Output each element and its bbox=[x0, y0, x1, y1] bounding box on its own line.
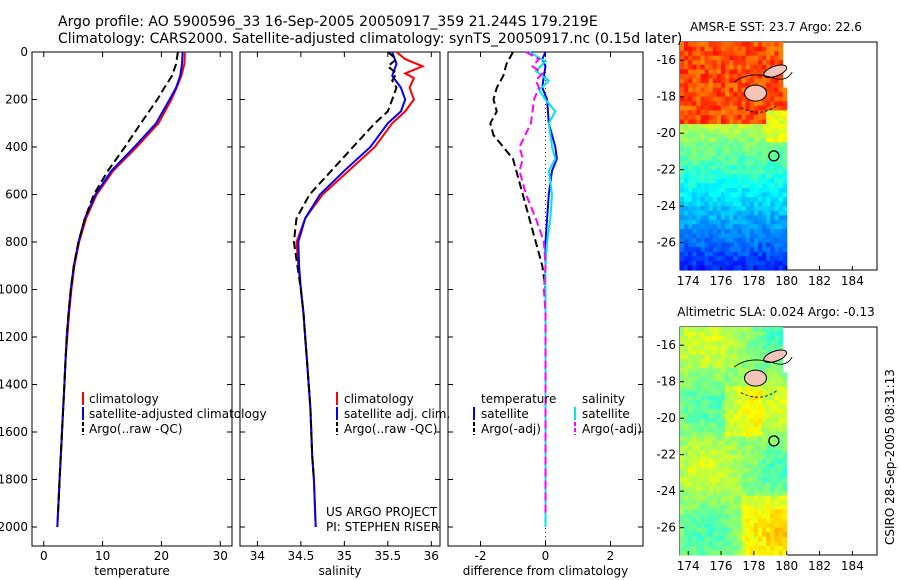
sla-map-title: Altimetric SLA: 0.024 Argo: -0.13 bbox=[677, 305, 874, 319]
argo-float-marker bbox=[768, 150, 780, 162]
series-line-argo-adj- bbox=[518, 51, 547, 516]
heatmap-cells bbox=[680, 42, 788, 271]
plot-frame bbox=[31, 51, 233, 547]
sst-map-panel: 174 176 178 180 182 184 -16 -18 -20 -22 -24 -26 bbox=[656, 41, 878, 288]
y-tick-label: -20 bbox=[656, 126, 676, 140]
temperature-legend: climatology satellite-adjusted climatolo… bbox=[82, 392, 267, 436]
x-tick-label: 36 bbox=[424, 549, 439, 563]
x-tick-label: 35 bbox=[337, 549, 352, 563]
x-tick-label: -2 bbox=[475, 549, 487, 563]
x-axis-label: salinity bbox=[318, 564, 361, 578]
y-tick-label: 2000 bbox=[0, 520, 28, 534]
x-tick-label: 34 bbox=[250, 549, 265, 563]
figure-title-line2: Climatology: CARS2000. Satellite-adjuste… bbox=[58, 31, 682, 47]
y-tick-label: 1800 bbox=[0, 473, 28, 487]
x-tick-label: 178 bbox=[742, 274, 765, 288]
x-tick-label: 174 bbox=[677, 559, 700, 573]
x-axis-label: difference from climatology bbox=[463, 564, 629, 578]
sla-map-panel: 174 176 178 180 182 184 -16 -18 -20 -22 -24 -26 bbox=[656, 326, 878, 573]
legend-label-temp-argo: Argo(-adj) bbox=[481, 422, 541, 436]
x-tick-label: 176 bbox=[710, 274, 733, 288]
y-tick-label: -22 bbox=[656, 163, 676, 177]
y-tick-label: -22 bbox=[656, 448, 676, 462]
y-tick-label: -16 bbox=[656, 338, 676, 352]
difference-legend: temperature satellite Argo(-adj) salinit… bbox=[473, 392, 642, 436]
x-tick-label: 34.5 bbox=[288, 549, 315, 563]
series-line-argo-raw-qc- bbox=[56, 51, 179, 516]
sst-map-title: AMSR-E SST: 23.7 Argo: 22.6 bbox=[690, 20, 862, 34]
heatmap-cells bbox=[680, 327, 788, 556]
project-label: US ARGO PROJECT bbox=[326, 505, 438, 519]
y-tick-label: -24 bbox=[656, 199, 676, 213]
y-tick-label: 1400 bbox=[0, 378, 28, 392]
y-tick-label: -26 bbox=[656, 236, 676, 250]
legend-label-argo: Argo(..raw -QC) bbox=[344, 422, 437, 436]
x-tick-label: 176 bbox=[710, 559, 733, 573]
legend-label-sal-argo: Argo(-adj) bbox=[582, 422, 642, 436]
x-tick-label: 180 bbox=[775, 274, 798, 288]
temperature-profile-panel: 0 10 20 30 0 200 400 600 800 1000 1200 1400 1600 1800… bbox=[0, 45, 233, 578]
legend-label-climatology: climatology bbox=[89, 392, 159, 406]
land-outline bbox=[733, 64, 793, 113]
x-tick-label: 178 bbox=[742, 559, 765, 573]
timestamp-side-label: CSIRO 28-Sep-2005 08:31:13 bbox=[883, 369, 897, 545]
legend-label-satellite-adjusted: satellite-adjusted climatology bbox=[89, 407, 267, 421]
y-tick-label: -24 bbox=[656, 484, 676, 498]
legend-label-satellite-adj: satellite adj. clim. bbox=[344, 407, 450, 421]
y-tick-label: 1000 bbox=[0, 283, 28, 297]
x-tick-label: 35.5 bbox=[374, 549, 401, 563]
legend-label-argo: Argo(..raw -QC) bbox=[89, 422, 182, 436]
x-tick-label: 184 bbox=[841, 274, 864, 288]
x-tick-label: 180 bbox=[775, 559, 798, 573]
x-axis-label: temperature bbox=[94, 564, 169, 578]
y-tick-label: 800 bbox=[5, 235, 28, 249]
land-outline bbox=[733, 349, 793, 398]
y-tick-label: -18 bbox=[656, 90, 676, 104]
salinity-legend: climatology satellite adj. clim. Argo(..… bbox=[336, 392, 450, 436]
argo-float-marker bbox=[768, 435, 780, 447]
y-tick-label: 1200 bbox=[0, 330, 28, 344]
series-line-satellite bbox=[528, 51, 557, 527]
x-tick-label: 184 bbox=[841, 559, 864, 573]
x-tick-label: 30 bbox=[213, 549, 228, 563]
legend-label-temp-satellite: satellite bbox=[481, 407, 529, 421]
y-tick-label: 0 bbox=[20, 45, 28, 59]
x-tick-label: 2 bbox=[607, 549, 615, 563]
y-tick-label: -16 bbox=[656, 53, 676, 67]
x-tick-label: 182 bbox=[808, 274, 831, 288]
y-tick-label: 400 bbox=[5, 140, 28, 154]
legend-label-sal-satellite: satellite bbox=[582, 407, 630, 421]
legend-label-climatology: climatology bbox=[344, 392, 414, 406]
y-tick-label: -26 bbox=[656, 521, 676, 535]
figure-title-line1: Argo profile: AO 5900596_33 16-Sep-2005 … bbox=[58, 14, 598, 30]
x-tick-label: 20 bbox=[154, 549, 169, 563]
plot-frame bbox=[239, 51, 441, 547]
y-tick-label: 1600 bbox=[0, 425, 28, 439]
legend-header-temperature: temperature bbox=[481, 392, 556, 406]
x-tick-label: 182 bbox=[808, 559, 831, 573]
y-tick-label: 200 bbox=[5, 93, 28, 107]
x-tick-label: 0 bbox=[542, 549, 550, 563]
y-tick-label: 600 bbox=[5, 188, 28, 202]
x-tick-label: 174 bbox=[677, 274, 700, 288]
y-tick-label: -20 bbox=[656, 411, 676, 425]
x-tick-label: 0 bbox=[40, 549, 48, 563]
pi-label: PI: STEPHEN RISER bbox=[326, 520, 439, 534]
y-tick-label: -18 bbox=[656, 375, 676, 389]
salinity-profile-panel: 34 34.5 35 35.5 36 salinity bbox=[239, 51, 441, 578]
series-line-argo-raw-qc- bbox=[292, 51, 399, 480]
x-tick-label: 10 bbox=[95, 549, 110, 563]
legend-header-salinity: salinity bbox=[582, 392, 625, 406]
